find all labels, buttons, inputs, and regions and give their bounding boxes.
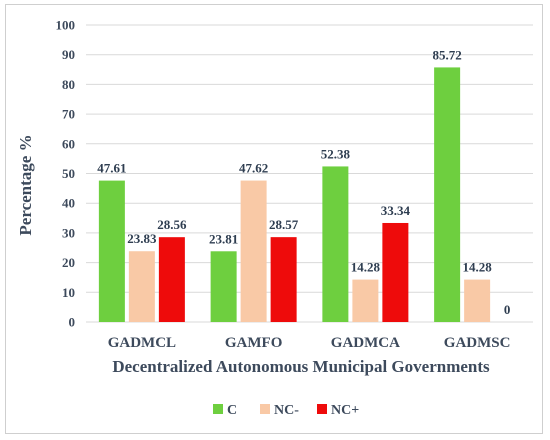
- bar-nc-gamfo: [240, 180, 267, 322]
- bar-c-gadmcl: [98, 180, 125, 322]
- bar-nc-gamfo: [270, 237, 297, 322]
- bar-c-gadmca: [322, 166, 349, 322]
- legend-label: NC-: [274, 403, 299, 418]
- data-label: 14.28: [463, 260, 493, 275]
- bar-nc-gadmcl: [158, 237, 185, 322]
- data-label: 28.56: [157, 217, 187, 232]
- bars: [98, 67, 491, 323]
- bar-nc-gadmsc: [464, 279, 491, 322]
- bar-nc-gadmcl: [128, 251, 155, 322]
- legend: C NC- NC+: [213, 403, 359, 418]
- y-tick-label: 50: [62, 166, 75, 181]
- y-tick-label: 100: [56, 18, 76, 33]
- data-label: 23.81: [209, 231, 238, 246]
- bar-c-gadmsc: [434, 67, 461, 323]
- y-axis-ticks: 0 10 20 30 40 50 60 70 80 90 100: [56, 18, 76, 330]
- data-label: 23.83: [127, 231, 157, 246]
- x-tick-label: GADMCA: [331, 335, 400, 351]
- data-label: 85.72: [433, 47, 462, 62]
- y-tick-label: 20: [62, 255, 75, 270]
- data-label: 28.57: [269, 217, 299, 232]
- data-label: 47.62: [239, 161, 268, 176]
- legend-swatch: [213, 404, 223, 414]
- x-tick-label: GAMFO: [225, 335, 283, 351]
- bar-nc-gadmca: [382, 222, 409, 322]
- x-axis-ticks: GADMCL GAMFO GADMCA GADMSC: [108, 335, 511, 351]
- x-tick-label: GADMSC: [444, 335, 511, 351]
- data-label: 0: [504, 302, 511, 317]
- data-label: 47.61: [97, 161, 126, 176]
- y-tick-label: 90: [62, 47, 75, 62]
- legend-swatch: [260, 404, 270, 414]
- data-label: 14.28: [351, 260, 381, 275]
- data-label: 33.34: [381, 203, 411, 218]
- legend-label: NC+: [331, 403, 359, 418]
- y-tick-label: 0: [69, 315, 76, 330]
- y-tick-label: 70: [62, 107, 75, 122]
- x-tick-label: GADMCL: [108, 335, 176, 351]
- legend-swatch: [317, 404, 327, 414]
- y-tick-label: 10: [62, 285, 75, 300]
- data-label: 52.38: [321, 146, 351, 161]
- y-tick-label: 80: [62, 77, 75, 92]
- y-tick-label: 30: [62, 225, 75, 240]
- y-tick-label: 60: [62, 136, 75, 151]
- bar-c-gamfo: [210, 251, 237, 322]
- bar-nc-gadmca: [352, 279, 379, 322]
- y-tick-label: 40: [62, 196, 75, 211]
- y-axis-title: Percentage %: [16, 134, 35, 235]
- x-axis-title: Decentralized Autonomous Municipal Gover…: [112, 357, 490, 376]
- legend-label: C: [227, 403, 237, 418]
